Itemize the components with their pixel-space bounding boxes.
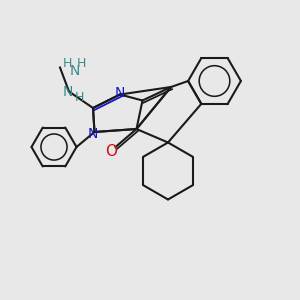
Text: N: N [115,86,125,100]
Text: O: O [105,144,117,159]
Text: H: H [63,57,72,70]
Text: N: N [69,64,80,78]
Text: H: H [76,57,86,70]
Text: N: N [62,85,73,98]
Text: H: H [75,91,84,104]
Text: N: N [88,127,98,140]
